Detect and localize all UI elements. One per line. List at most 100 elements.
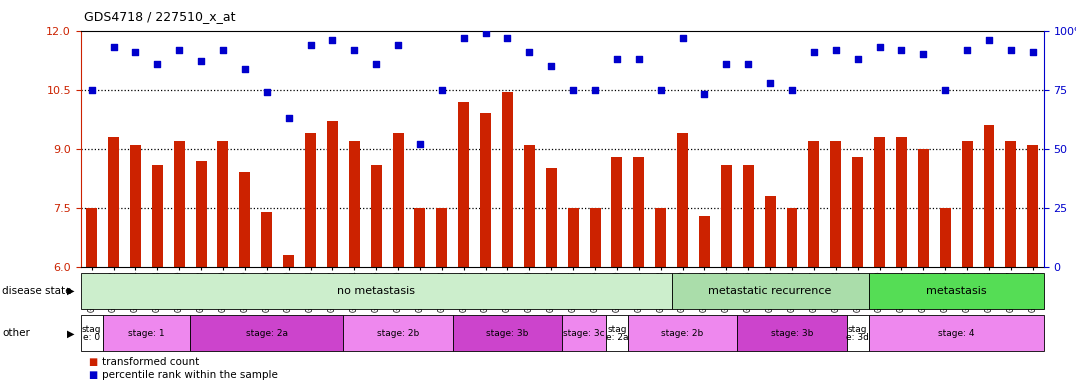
Point [258, 89, 275, 95]
Point [936, 87, 953, 93]
Text: ■: ■ [88, 370, 98, 380]
Text: stage: 2a: stage: 2a [245, 329, 287, 338]
Point [324, 37, 341, 43]
Bar [502, 92, 513, 267]
Point [390, 42, 407, 48]
Bar [611, 157, 622, 267]
Bar [983, 125, 994, 267]
Bar [699, 216, 710, 267]
Point [805, 49, 822, 55]
Bar [868, 315, 1044, 351]
Bar [327, 121, 338, 267]
Text: transformed count: transformed count [102, 357, 199, 367]
Bar [742, 165, 753, 267]
Bar [343, 315, 453, 351]
Bar [847, 315, 868, 351]
Point [696, 91, 713, 98]
Bar [305, 133, 316, 267]
Point [411, 141, 428, 147]
Bar [81, 273, 671, 309]
Bar [562, 315, 606, 351]
Point [762, 79, 779, 86]
Point [214, 46, 231, 53]
Text: stag
e: 3d: stag e: 3d [846, 324, 869, 342]
Bar [1005, 141, 1017, 267]
Text: stage: 2b: stage: 2b [377, 329, 420, 338]
Bar [239, 172, 251, 267]
Bar [868, 273, 1044, 309]
Text: ▶: ▶ [67, 286, 74, 296]
Point [783, 87, 801, 93]
Bar [152, 165, 162, 267]
Text: stag
e: 0: stag e: 0 [82, 324, 101, 342]
Text: metastasis: metastasis [925, 286, 987, 296]
Bar [453, 315, 562, 351]
Bar [896, 137, 907, 267]
Bar [546, 169, 556, 267]
Text: stage: 1: stage: 1 [128, 329, 165, 338]
Point [83, 87, 100, 93]
Point [870, 44, 888, 50]
Bar [480, 113, 491, 267]
Point [739, 61, 756, 67]
Text: stage: 3b: stage: 3b [770, 329, 813, 338]
Bar [217, 141, 228, 267]
Bar [393, 133, 404, 267]
Bar [962, 141, 973, 267]
Bar [677, 133, 688, 267]
Bar [349, 141, 359, 267]
Bar [568, 208, 579, 267]
Point [542, 63, 560, 69]
Bar [721, 165, 732, 267]
Bar [765, 196, 776, 267]
Point [193, 58, 210, 65]
Point [148, 61, 166, 67]
Point [631, 56, 648, 62]
Bar [918, 149, 929, 267]
Text: no metastasis: no metastasis [337, 286, 415, 296]
Point [105, 44, 123, 50]
Bar [852, 157, 863, 267]
Point [586, 87, 604, 93]
Bar [102, 315, 190, 351]
Bar [1028, 145, 1038, 267]
Point [237, 65, 254, 71]
Bar [196, 161, 207, 267]
Bar [939, 208, 951, 267]
Point [608, 56, 625, 62]
Point [127, 49, 144, 55]
Point [499, 35, 516, 41]
Bar [787, 208, 797, 267]
Bar [634, 157, 645, 267]
Point [893, 46, 910, 53]
Point [849, 56, 866, 62]
Point [434, 87, 451, 93]
Bar [655, 208, 666, 267]
Bar [737, 315, 847, 351]
Bar [108, 137, 119, 267]
Text: stage: 2b: stage: 2b [662, 329, 704, 338]
Text: ▶: ▶ [67, 328, 74, 338]
Bar [414, 208, 425, 267]
Point [521, 49, 538, 55]
Bar [831, 141, 841, 267]
Point [827, 46, 845, 53]
Bar [524, 145, 535, 267]
Bar [606, 315, 628, 351]
Text: GDS4718 / 227510_x_at: GDS4718 / 227510_x_at [84, 10, 236, 23]
Point [1024, 49, 1042, 55]
Text: stage: 4: stage: 4 [938, 329, 975, 338]
Point [1002, 46, 1019, 53]
Bar [81, 315, 102, 351]
Bar [458, 102, 469, 267]
Point [959, 46, 976, 53]
Bar [808, 141, 820, 267]
Text: metastatic recurrence: metastatic recurrence [708, 286, 832, 296]
Point [455, 35, 472, 41]
Point [652, 87, 669, 93]
Point [477, 30, 494, 36]
Point [915, 51, 932, 58]
Point [980, 37, 997, 43]
Bar [590, 208, 600, 267]
Text: other: other [2, 328, 30, 338]
